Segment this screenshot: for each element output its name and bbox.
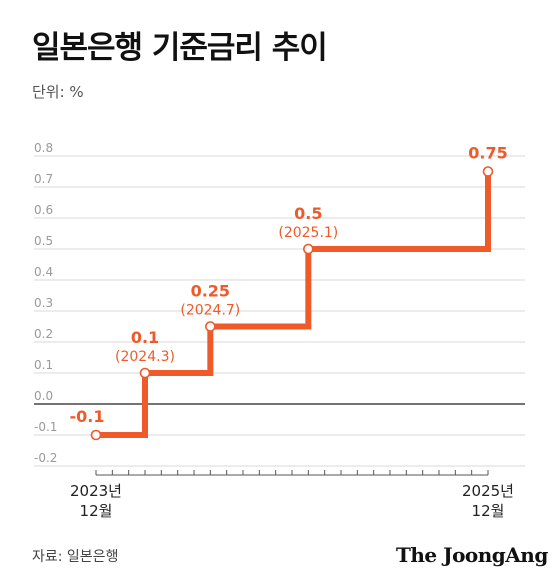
date-label: (2025.1) xyxy=(278,225,338,241)
chart-title: 일본은행 기준금리 추이 xyxy=(32,30,328,66)
value-label: 0.25 xyxy=(191,282,230,301)
source-note: 자료: 일본은행 xyxy=(32,549,119,565)
y-tick-label: 0.6 xyxy=(34,203,53,217)
y-tick-label: 0.5 xyxy=(34,234,53,248)
x-tick-label-month: 12월 xyxy=(472,502,505,520)
y-tick-label: 0.8 xyxy=(34,141,53,155)
data-point xyxy=(205,321,216,332)
data-point xyxy=(139,367,151,379)
y-tick-label: 0.1 xyxy=(34,358,53,372)
y-tick-label: 0.7 xyxy=(34,172,53,186)
value-label: 0.5 xyxy=(294,204,322,223)
y-tick-label: -0.2 xyxy=(34,451,57,465)
rate-step-line xyxy=(96,171,491,438)
x-tick-label-month: 12월 xyxy=(80,502,113,520)
y-tick-label: 0.2 xyxy=(34,327,53,341)
data-point xyxy=(303,243,314,255)
y-tick-label: -0.1 xyxy=(34,420,57,434)
data-point xyxy=(90,429,102,441)
unit-label: 단위: % xyxy=(32,83,84,101)
y-tick-label: 0.4 xyxy=(34,265,53,279)
brand-logo: The JoongAng xyxy=(396,543,548,567)
date-label: (2024.3) xyxy=(115,349,175,365)
value-label: 0.1 xyxy=(131,328,159,347)
data-point xyxy=(482,166,494,177)
value-label: -0.1 xyxy=(70,407,105,426)
x-tick-label-year: 2025년 xyxy=(462,482,514,500)
value-label: 0.75 xyxy=(468,144,507,163)
y-tick-label: 0.3 xyxy=(34,296,53,310)
y-tick-label: 0.0 xyxy=(34,389,53,403)
x-tick-label-year: 2023년 xyxy=(70,482,122,500)
date-label: (2024.7) xyxy=(180,303,240,319)
